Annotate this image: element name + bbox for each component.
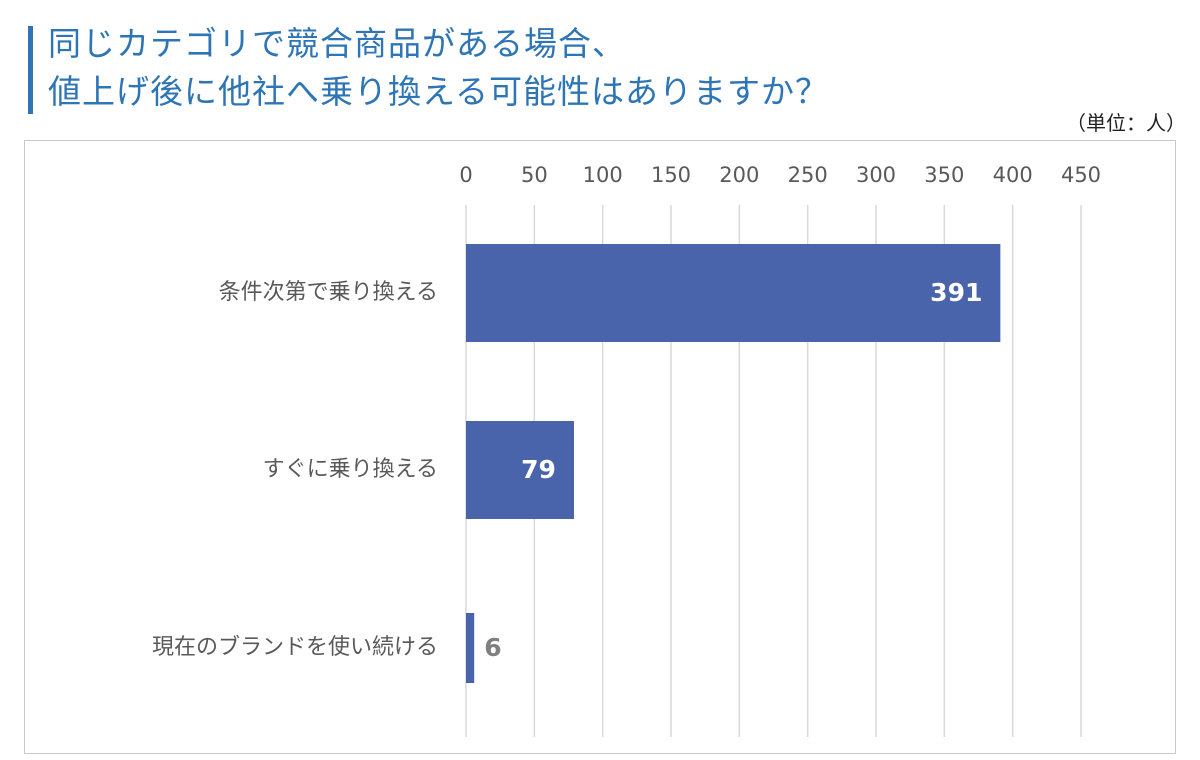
data-label: 79 bbox=[521, 455, 556, 484]
chart-frame bbox=[24, 140, 1176, 754]
x-tick-label: 450 bbox=[1061, 163, 1101, 187]
category-label: 条件次第で乗り換える bbox=[219, 280, 438, 305]
x-tick-label: 250 bbox=[788, 163, 828, 187]
x-tick-label: 200 bbox=[719, 163, 759, 187]
chart-title-line-2: 値上げ後に他社へ乗り換える可能性はありますか？ bbox=[48, 72, 830, 111]
bar bbox=[466, 613, 475, 683]
category-label: すぐに乗り換える bbox=[263, 457, 438, 482]
bar bbox=[466, 244, 1001, 342]
x-tick-label: 0 bbox=[459, 163, 472, 187]
data-label: 6 bbox=[484, 633, 501, 662]
chart-title: 同じカテゴリで競合商品がある場合、 値上げ後に他社へ乗り換える可能性はありますか… bbox=[48, 20, 829, 116]
x-tick-label: 100 bbox=[583, 163, 623, 187]
title-accent-bar bbox=[28, 26, 33, 114]
x-tick-label: 400 bbox=[993, 163, 1033, 187]
category-label: 現在のブランドを使い続ける bbox=[152, 635, 438, 660]
bar bbox=[466, 421, 574, 519]
chart-title-line-1: 同じカテゴリで競合商品がある場合、 bbox=[48, 24, 626, 63]
x-tick-label: 150 bbox=[651, 163, 691, 187]
unit-label: （単位：人） bbox=[1066, 111, 1186, 135]
x-tick-label: 300 bbox=[856, 163, 896, 187]
data-label: 391 bbox=[930, 278, 982, 307]
x-tick-label: 350 bbox=[924, 163, 964, 187]
x-tick-label: 50 bbox=[521, 163, 548, 187]
